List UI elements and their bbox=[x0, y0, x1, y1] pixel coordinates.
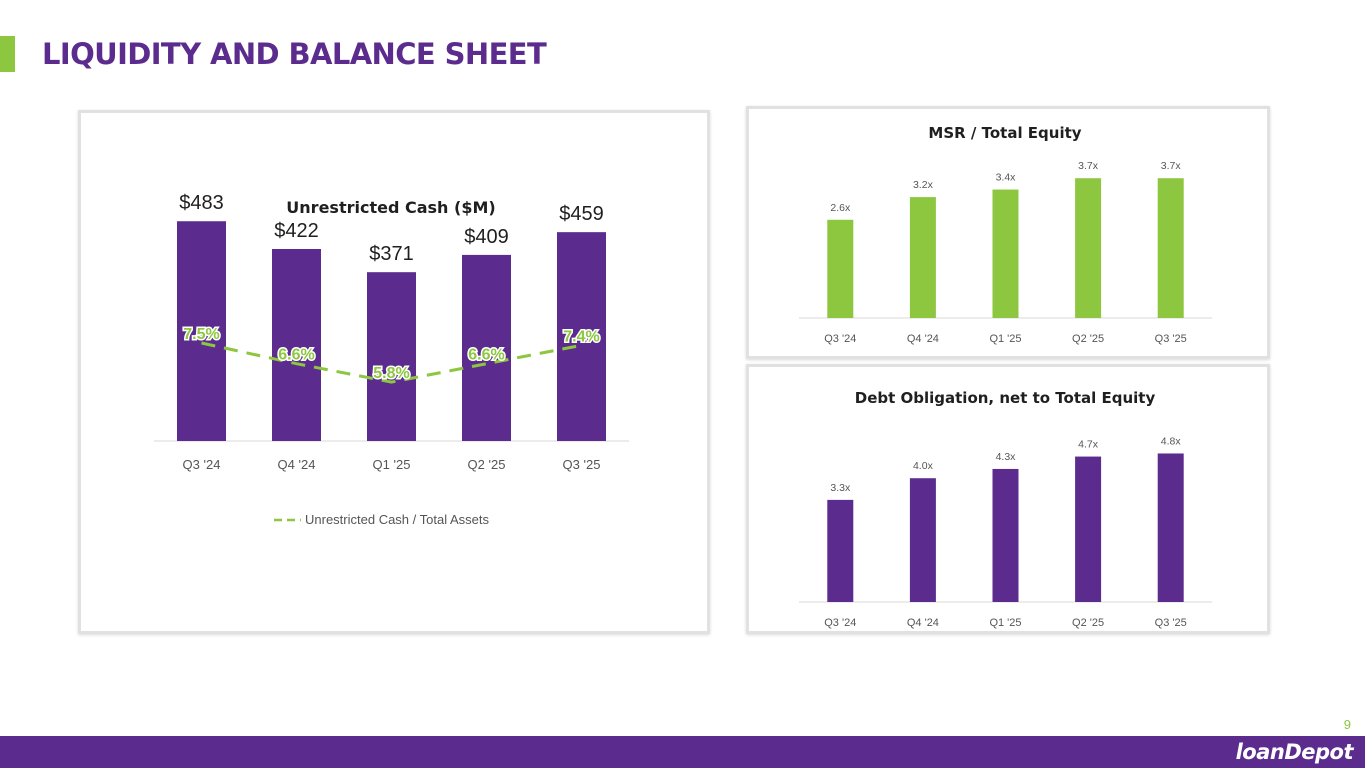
cash-bar bbox=[367, 272, 416, 441]
cash-tick-label: Q1 '25 bbox=[373, 457, 411, 472]
logo-text-part2: epot bbox=[1301, 740, 1353, 764]
debt-bar bbox=[909, 478, 936, 602]
debt-data-label: 4.7x bbox=[1078, 439, 1099, 451]
debt-data-label: 3.3x bbox=[830, 482, 851, 494]
msr-bar bbox=[909, 197, 936, 318]
msr-tick-label: Q2 '25 bbox=[1072, 333, 1104, 345]
cash-data-label: $422 bbox=[274, 220, 319, 242]
debt-data-label: 4.8x bbox=[1161, 435, 1182, 447]
cash-data-label: $371 bbox=[369, 243, 414, 265]
debt-bar bbox=[992, 468, 1019, 602]
msr-total-equity-chart: MSR / Total Equity 2.6x Q3 '24 3.2x Q4 '24 3.… bbox=[799, 124, 1212, 345]
unrestricted-cash-chart: Unrestricted Cash ($M) $483 Q3 '24 $422 Q4 '… bbox=[154, 192, 629, 527]
page-number: 9 bbox=[1343, 717, 1351, 732]
footer-bar: loanDepot bbox=[0, 736, 1365, 768]
cash-ratio-label: 7.4% bbox=[563, 328, 599, 345]
msr-bar bbox=[1075, 178, 1102, 318]
debt-bar bbox=[1157, 453, 1184, 602]
cash-data-label: $483 bbox=[179, 192, 224, 214]
debt-tick-label: Q4 '24 bbox=[907, 617, 939, 629]
debt-data-label: 4.0x bbox=[913, 460, 934, 472]
title-accent-bar bbox=[0, 36, 15, 72]
msr-tick-label: Q3 '25 bbox=[1155, 333, 1187, 345]
debt-bar bbox=[827, 499, 854, 602]
cash-tick-label: Q3 '25 bbox=[563, 457, 601, 472]
cash-ratio-label: 7.5% bbox=[183, 326, 219, 343]
msr-data-label: 3.7x bbox=[1078, 160, 1099, 172]
debt-bar bbox=[1075, 456, 1102, 602]
msr-chart-panel: MSR / Total Equity 2.6x Q3 '24 3.2x Q4 '24 3.… bbox=[746, 106, 1270, 359]
msr-bar bbox=[992, 189, 1019, 318]
cash-bar bbox=[462, 254, 511, 441]
cash-tick-label: Q4 '24 bbox=[278, 457, 316, 472]
debt-tick-label: Q2 '25 bbox=[1072, 617, 1104, 629]
debt-chart-panel: Debt Obligation, net to Total Equity 3.3x… bbox=[746, 364, 1270, 634]
debt-data-label: 4.3x bbox=[996, 451, 1017, 463]
debt-chart-title: Debt Obligation, net to Total Equity bbox=[855, 389, 1156, 407]
logo-text-part1: loan bbox=[1235, 740, 1285, 764]
msr-tick-label: Q4 '24 bbox=[907, 333, 939, 345]
debt-tick-label: Q3 '24 bbox=[824, 617, 856, 629]
loandepot-logo: loanDepot bbox=[1235, 739, 1354, 765]
debt-tick-label: Q3 '25 bbox=[1155, 617, 1187, 629]
logo-d-mark: D bbox=[1284, 740, 1302, 764]
cash-chart-title: Unrestricted Cash ($M) bbox=[286, 198, 495, 217]
msr-data-label: 3.4x bbox=[996, 172, 1017, 184]
cash-ratio-label: 6.6% bbox=[278, 347, 314, 364]
cash-data-label: $409 bbox=[464, 226, 509, 248]
cash-ratio-label: 5.8% bbox=[373, 365, 409, 382]
cash-data-label: $459 bbox=[559, 203, 604, 225]
cash-tick-label: Q2 '25 bbox=[468, 457, 506, 472]
msr-chart-title: MSR / Total Equity bbox=[928, 124, 1081, 142]
msr-tick-label: Q3 '24 bbox=[824, 333, 856, 345]
cash-bar bbox=[557, 232, 606, 441]
debt-to-equity-chart: Debt Obligation, net to Total Equity 3.3x… bbox=[799, 389, 1212, 629]
msr-tick-label: Q1 '25 bbox=[989, 333, 1021, 345]
msr-bar bbox=[1157, 178, 1184, 318]
msr-data-label: 3.7x bbox=[1161, 160, 1182, 172]
page-title: LIQUIDITY AND BALANCE SHEET bbox=[42, 37, 547, 71]
cash-ratio-label: 6.6% bbox=[468, 347, 504, 364]
cash-legend-label: Unrestricted Cash / Total Assets bbox=[305, 512, 490, 527]
cash-bar bbox=[177, 221, 226, 441]
msr-data-label: 2.6x bbox=[830, 202, 851, 214]
msr-data-label: 3.2x bbox=[913, 179, 934, 191]
cash-chart-panel: Unrestricted Cash ($M) $483 Q3 '24 $422 Q4 '… bbox=[78, 110, 710, 634]
debt-tick-label: Q1 '25 bbox=[989, 617, 1021, 629]
cash-tick-label: Q3 '24 bbox=[183, 457, 221, 472]
msr-bar bbox=[827, 219, 854, 318]
cash-bar bbox=[272, 248, 321, 441]
cash-ratio-line bbox=[201, 341, 582, 384]
